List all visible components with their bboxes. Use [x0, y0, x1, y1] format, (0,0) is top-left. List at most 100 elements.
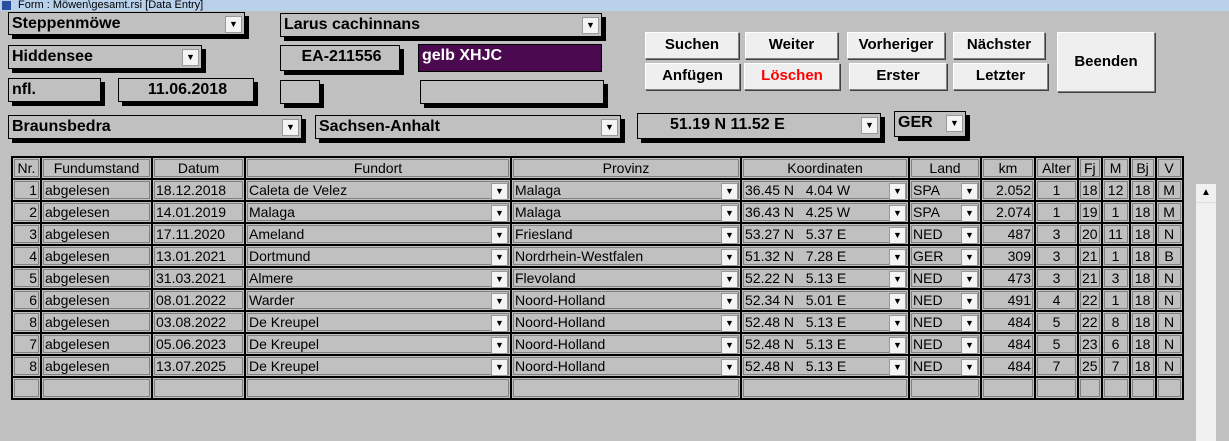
chevron-down-icon[interactable]: ▼	[889, 315, 906, 332]
table-cell[interactable]: SPA ▼	[909, 179, 981, 201]
table-cell[interactable]: Warder ▼	[245, 289, 511, 311]
chevron-down-icon[interactable]: ▼	[721, 337, 738, 354]
table-cell[interactable]: 52.48 N 5.13 E ▼	[741, 311, 909, 333]
chevron-down-icon[interactable]: ▼	[961, 359, 978, 376]
quit-button[interactable]: Beenden	[1057, 32, 1155, 92]
last-button[interactable]: Letzter	[953, 63, 1048, 90]
chevron-down-icon[interactable]: ▼	[721, 293, 738, 310]
chevron-down-icon[interactable]: ▼	[182, 49, 199, 66]
chevron-down-icon[interactable]: ▼	[961, 249, 978, 266]
chevron-down-icon[interactable]: ▼	[491, 359, 508, 376]
table-cell[interactable]: NED ▼	[909, 311, 981, 333]
delete-button[interactable]: Löschen	[744, 63, 840, 90]
table-cell[interactable]: 36.45 N 4.04 W ▼	[741, 179, 909, 201]
chevron-down-icon[interactable]: ▼	[721, 249, 738, 266]
table-cell[interactable]: Malaga ▼	[245, 201, 511, 223]
chevron-down-icon[interactable]: ▼	[889, 293, 906, 310]
search-button[interactable]: Suchen	[645, 32, 739, 59]
table-cell[interactable]: Flevoland ▼	[511, 267, 741, 289]
chevron-down-icon[interactable]: ▼	[491, 227, 508, 244]
next-button[interactable]: Nächster	[953, 32, 1045, 59]
chevron-down-icon[interactable]: ▼	[282, 119, 299, 136]
chevron-down-icon[interactable]: ▼	[961, 271, 978, 288]
age-field[interactable]: nfl.	[8, 78, 101, 102]
table-cell[interactable]: De Kreupel ▼	[245, 333, 511, 355]
table-cell[interactable]: SPA ▼	[909, 201, 981, 223]
empty-row[interactable]	[12, 377, 1183, 399]
table-cell[interactable]: De Kreupel ▼	[245, 355, 511, 377]
table-cell[interactable]: NED ▼	[909, 289, 981, 311]
chevron-down-icon[interactable]: ▼	[889, 249, 906, 266]
table-cell[interactable]: Caleta de Velez ▼	[245, 179, 511, 201]
table-row[interactable]: 5 abgelesen 31.03.2021 Almere ▼ Flevoland ▼ 52.…	[12, 267, 1183, 289]
table-cell[interactable]: 52.48 N 5.13 E ▼	[741, 355, 909, 377]
extra-field-2[interactable]	[420, 80, 604, 104]
chevron-down-icon[interactable]: ▼	[721, 315, 738, 332]
table-cell[interactable]: 53.27 N 5.37 E ▼	[741, 223, 909, 245]
chevron-down-icon[interactable]: ▼	[491, 183, 508, 200]
continue-button[interactable]: Weiter	[745, 32, 838, 59]
table-cell[interactable]: Nordrhein-Westfalen ▼	[511, 245, 741, 267]
color-ring-field[interactable]: gelb XHJC	[418, 44, 602, 72]
chevron-down-icon[interactable]: ▼	[961, 293, 978, 310]
chevron-down-icon[interactable]: ▼	[961, 337, 978, 354]
chevron-down-icon[interactable]: ▼	[889, 227, 906, 244]
table-row[interactable]: 8 abgelesen 03.08.2022 De Kreupel ▼ Noord-Hol…	[12, 311, 1183, 333]
table-row[interactable]: 4 abgelesen 13.01.2021 Dortmund ▼ Nordrhein-W…	[12, 245, 1183, 267]
chevron-down-icon[interactable]: ▼	[889, 337, 906, 354]
previous-button[interactable]: Vorheriger	[847, 32, 945, 59]
table-cell[interactable]: NED ▼	[909, 267, 981, 289]
table-cell[interactable]: Ameland ▼	[245, 223, 511, 245]
ring-field[interactable]: EA-211556	[280, 45, 400, 71]
species-lat-combo[interactable]: Larus cachinnans ▼	[280, 13, 602, 37]
chevron-down-icon[interactable]: ▼	[721, 205, 738, 222]
chevron-down-icon[interactable]: ▼	[491, 271, 508, 288]
table-cell[interactable]: Noord-Holland ▼	[511, 289, 741, 311]
chevron-down-icon[interactable]: ▼	[491, 249, 508, 266]
chevron-down-icon[interactable]: ▼	[582, 17, 599, 34]
table-row[interactable]: 3 abgelesen 17.11.2020 Ameland ▼ Friesland ▼ 53…	[12, 223, 1183, 245]
table-cell[interactable]: NED ▼	[909, 333, 981, 355]
table-row[interactable]: 2 abgelesen 14.01.2019 Malaga ▼ Malaga ▼ 36.43 …	[12, 201, 1183, 223]
table-cell[interactable]: NED ▼	[909, 355, 981, 377]
table-cell[interactable]: De Kreupel ▼	[245, 311, 511, 333]
table-cell[interactable]: 51.32 N 7.28 E ▼	[741, 245, 909, 267]
chevron-down-icon[interactable]: ▼	[225, 16, 242, 33]
chevron-down-icon[interactable]: ▼	[601, 119, 618, 136]
chevron-down-icon[interactable]: ▼	[889, 271, 906, 288]
vertical-scrollbar[interactable]: ▲	[1196, 184, 1216, 441]
chevron-down-icon[interactable]: ▼	[491, 315, 508, 332]
table-row[interactable]: 1 abgelesen 18.12.2018 Caleta de Velez ▼ Mala…	[12, 179, 1183, 201]
coords-combo[interactable]: 51.19 N 11.52 E ▼	[637, 113, 881, 139]
extra-field-1[interactable]	[280, 80, 320, 104]
table-cell[interactable]: Friesland ▼	[511, 223, 741, 245]
chevron-down-icon[interactable]: ▼	[491, 337, 508, 354]
scroll-up-icon[interactable]: ▲	[1196, 184, 1216, 203]
table-cell[interactable]: Noord-Holland ▼	[511, 333, 741, 355]
first-button[interactable]: Erster	[849, 63, 947, 90]
table-cell[interactable]: NED ▼	[909, 223, 981, 245]
append-button[interactable]: Anfügen	[645, 63, 740, 90]
chevron-down-icon[interactable]: ▼	[491, 293, 508, 310]
chevron-down-icon[interactable]: ▼	[889, 183, 906, 200]
chevron-down-icon[interactable]: ▼	[721, 359, 738, 376]
table-cell[interactable]: Noord-Holland ▼	[511, 355, 741, 377]
province-combo[interactable]: Sachsen-Anhalt ▼	[315, 115, 621, 139]
chevron-down-icon[interactable]: ▼	[491, 205, 508, 222]
table-cell[interactable]: 52.34 N 5.01 E ▼	[741, 289, 909, 311]
table-cell[interactable]: Malaga ▼	[511, 201, 741, 223]
table-cell[interactable]: Noord-Holland ▼	[511, 311, 741, 333]
chevron-down-icon[interactable]: ▼	[721, 227, 738, 244]
place-combo[interactable]: Braunsbedra ▼	[8, 115, 302, 139]
chevron-down-icon[interactable]: ▼	[889, 359, 906, 376]
table-cell[interactable]: 36.43 N 4.25 W ▼	[741, 201, 909, 223]
chevron-down-icon[interactable]: ▼	[946, 115, 963, 132]
table-cell[interactable]: GER ▼	[909, 245, 981, 267]
species-de-combo[interactable]: Steppenmöwe ▼	[8, 12, 245, 35]
chevron-down-icon[interactable]: ▼	[961, 315, 978, 332]
chevron-down-icon[interactable]: ▼	[861, 117, 878, 134]
table-cell[interactable]: 52.48 N 5.13 E ▼	[741, 333, 909, 355]
table-cell[interactable]: Malaga ▼	[511, 179, 741, 201]
country-combo[interactable]: GER ▼	[894, 111, 966, 137]
chevron-down-icon[interactable]: ▼	[721, 183, 738, 200]
